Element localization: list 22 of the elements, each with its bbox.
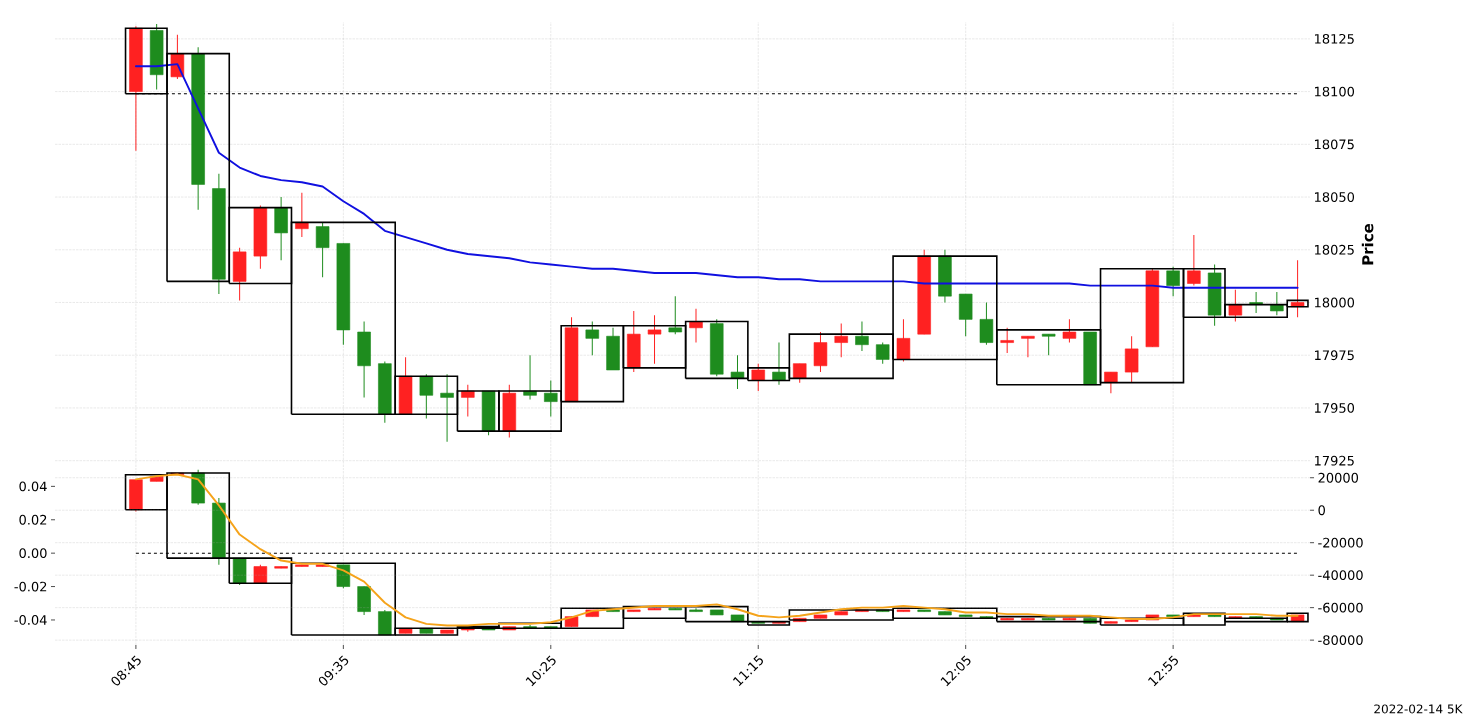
- y2-tick-label: -20000: [1318, 537, 1363, 548]
- y2-tick-label: 20000: [1318, 472, 1359, 483]
- y-tick-label: 0.02: [19, 514, 47, 525]
- y-tick-label: 18050: [1315, 192, 1355, 202]
- y-tick-label: 18125: [1315, 33, 1354, 44]
- y2-tick-label: 0: [1318, 505, 1325, 516]
- y2-tick-label: -80000: [1318, 635, 1363, 646]
- y2-tick-label: -60000: [1318, 602, 1363, 613]
- y-axis-title: Price: [1361, 223, 1374, 265]
- y-tick-label: -0.02: [14, 581, 47, 592]
- y-tick-label: 18100: [1315, 86, 1355, 97]
- y-tick-label: -0.04: [14, 615, 47, 625]
- y-tick-label: 18075: [1315, 139, 1354, 150]
- text: 2022-02-14 5K: [1374, 704, 1463, 714]
- y-tick-label: 17975: [1315, 350, 1354, 361]
- y-tick-label: 18025: [1315, 244, 1354, 255]
- y2-tick-label: -40000: [1318, 570, 1363, 581]
- y-tick-label: 17950: [1315, 403, 1355, 413]
- y-tick-label: 18000: [1315, 297, 1355, 308]
- y-tick-label: 0.00: [19, 548, 47, 559]
- y-tick-label: 0.04: [19, 481, 47, 492]
- y-tick-label: 17925: [1315, 455, 1354, 466]
